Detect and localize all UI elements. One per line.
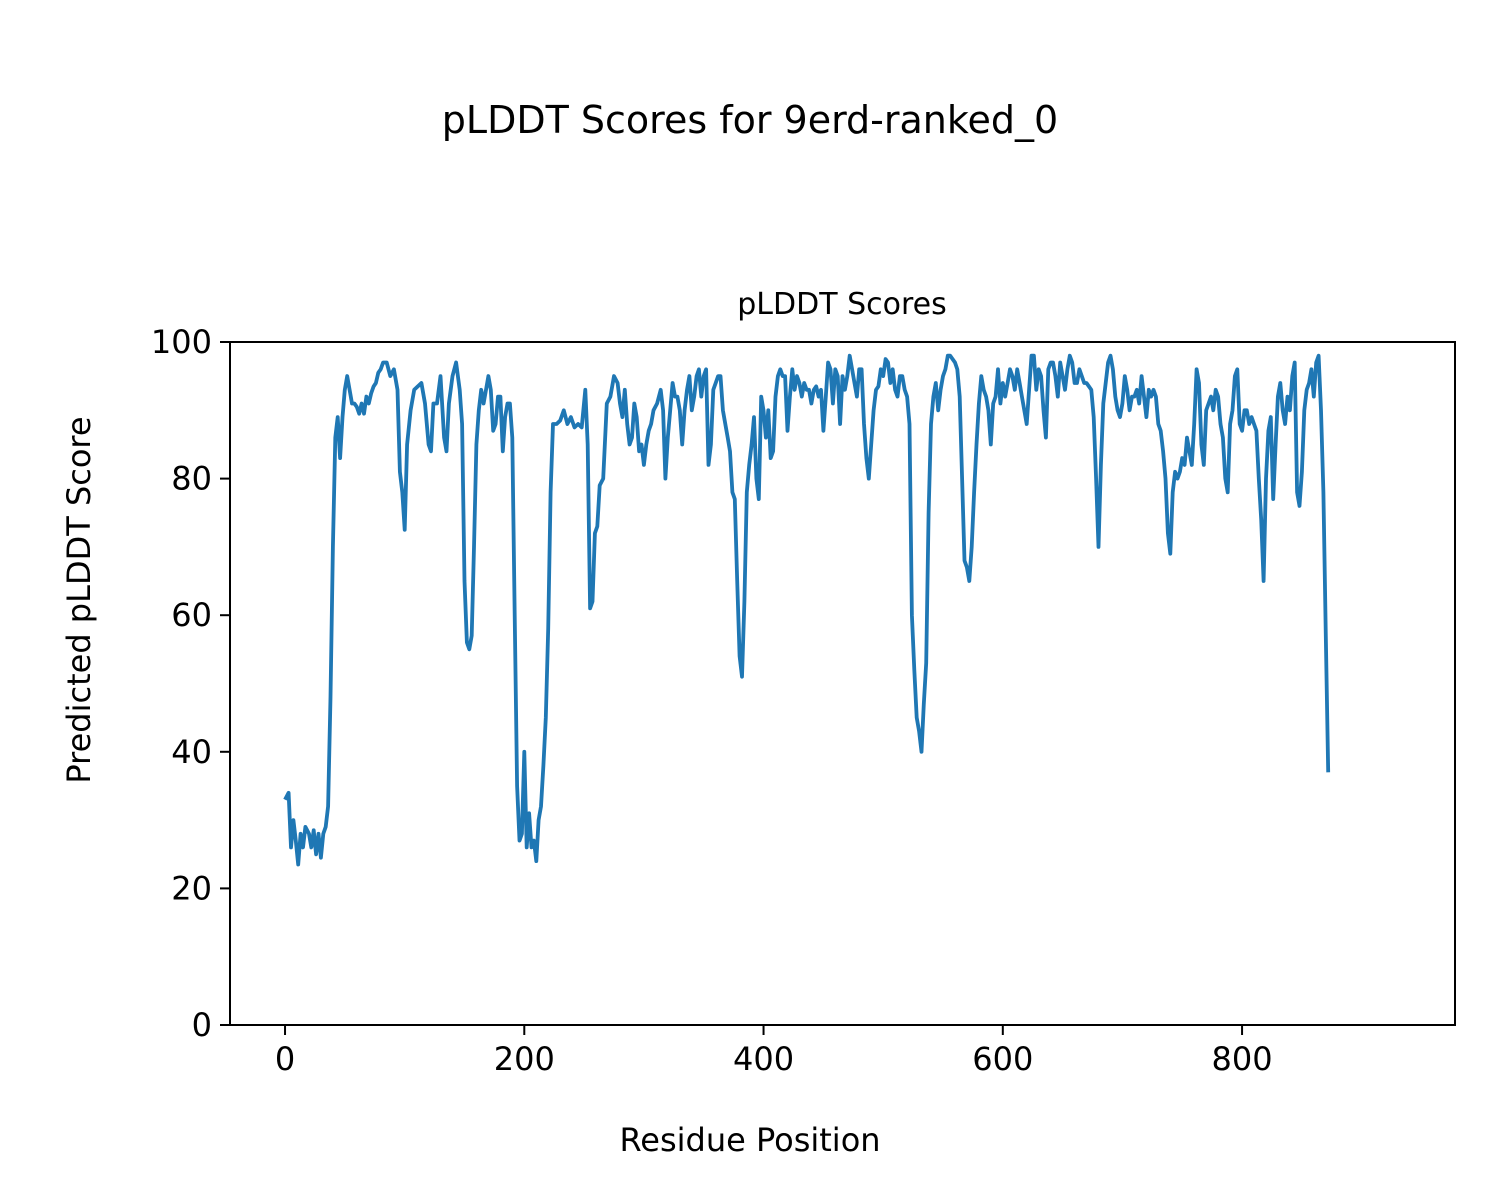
x-tick-label: 400 xyxy=(733,1040,794,1078)
y-tick-label: 0 xyxy=(192,1006,212,1044)
y-tick-label: 40 xyxy=(171,733,212,771)
plddt-line xyxy=(283,353,1331,867)
x-tick-label: 200 xyxy=(494,1040,555,1078)
y-tick-label: 60 xyxy=(171,596,212,634)
x-tick-label: 600 xyxy=(972,1040,1033,1078)
x-tick-label: 0 xyxy=(275,1040,295,1078)
axes-title: pLDDT Scores xyxy=(737,287,946,322)
figure-suptitle: pLDDT Scores for 9erd-ranked_0 xyxy=(442,98,1058,142)
x-axis-label: Residue Position xyxy=(619,1121,880,1159)
axes-frame xyxy=(229,341,1456,1026)
y-tick-label: 80 xyxy=(171,460,212,498)
x-tick-label: 800 xyxy=(1212,1040,1273,1078)
y-axis-label: Predicted pLDDT Score xyxy=(60,416,98,783)
plot-area xyxy=(229,341,1456,1026)
y-axis-ticks: 0 20 40 60 80 100 xyxy=(151,323,230,1044)
y-tick-label: 100 xyxy=(151,323,212,361)
y-tick-label: 20 xyxy=(171,869,212,907)
x-axis-ticks: 0 200 400 600 800 xyxy=(275,1025,1273,1078)
